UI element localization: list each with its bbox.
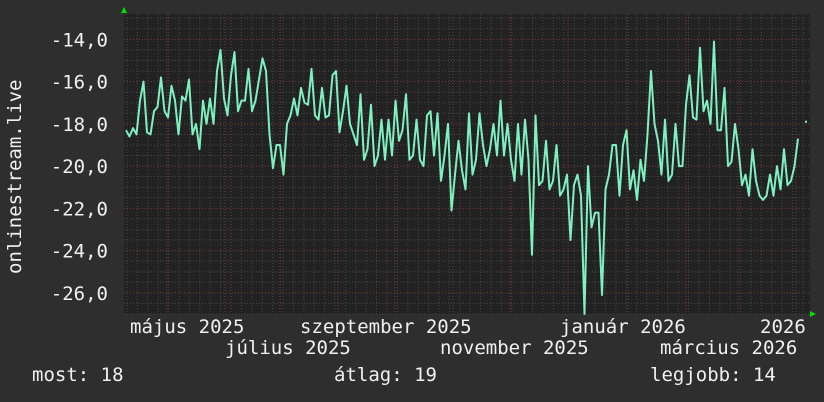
legend-average: átlag: 19 (334, 364, 437, 386)
x-tick-label: május 2025 (130, 316, 244, 338)
x-tick-label: július 2025 (225, 337, 351, 359)
y-axis-arrow-icon (121, 7, 127, 13)
x-tick-label: március 2026 (660, 337, 797, 359)
y-tick-label: -20,0 (51, 156, 108, 178)
series-line (125, 40, 807, 315)
x-axis-arrow-icon (810, 311, 816, 317)
y-tick-label: -26,0 (51, 283, 108, 305)
y-tick-label: -18,0 (51, 114, 108, 136)
x-tick-label: 2026 (760, 316, 806, 338)
y-tick-label: -14,0 (51, 29, 108, 51)
y-tick-label: -22,0 (51, 198, 108, 220)
y-axis-label: onlinestream.live (4, 80, 26, 274)
x-tick-label: január 2026 (560, 316, 686, 338)
y-axis-ticks: -14,0 -16,0 -18,0 -20,0 -22,0 -24,0 -26,0 (51, 29, 108, 305)
x-tick-label: szeptember 2025 (300, 316, 472, 338)
legend-best: legjobb: 14 (650, 364, 776, 386)
x-tick-label: november 2025 (440, 337, 589, 359)
y-tick-label: -24,0 (51, 241, 108, 263)
legend-current: most: 18 (32, 364, 124, 386)
y-tick-label: -16,0 (51, 72, 108, 94)
